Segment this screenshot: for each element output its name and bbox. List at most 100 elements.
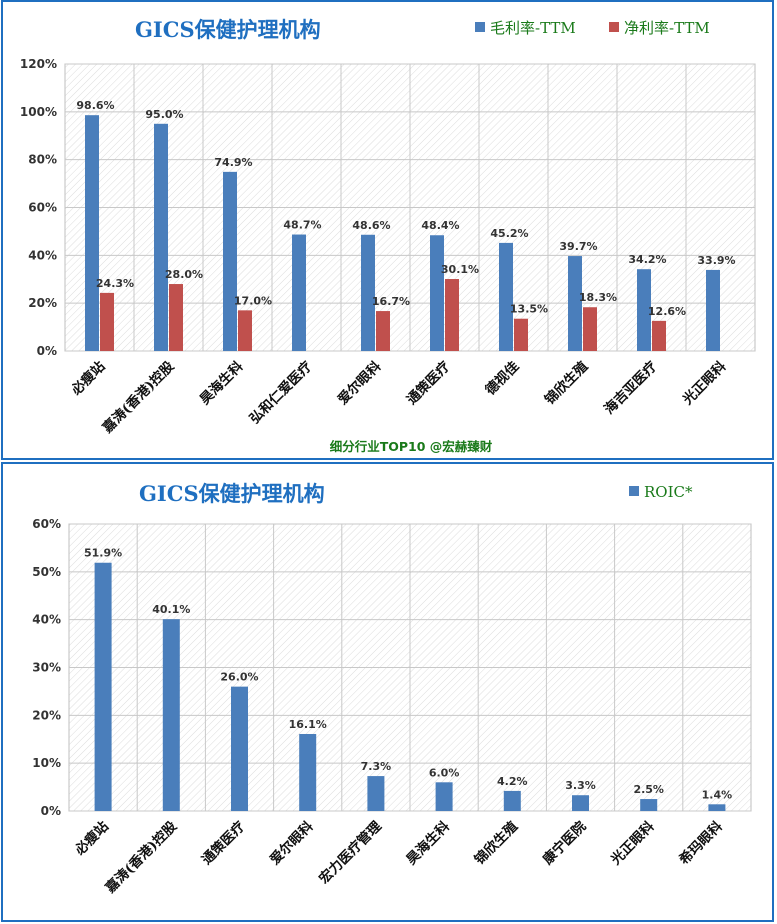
x-tick-label: 昊海生科 <box>403 817 454 868</box>
chart-footer: 细分行业TOP10 @宏赫臻财 <box>330 439 493 454</box>
bar-secondary <box>100 292 114 351</box>
bar-primary <box>162 619 180 811</box>
bar-primary <box>223 171 237 351</box>
x-tick-label: 通策医疗 <box>198 817 249 868</box>
data-label: 74.9% <box>214 156 252 169</box>
bar-primary <box>708 804 726 811</box>
bar-primary <box>154 123 168 352</box>
bar-primary <box>292 234 306 351</box>
chart-title: GICS保健护理机构 <box>139 481 325 506</box>
bar-primary <box>367 776 385 811</box>
legend-label-1: 净利率-TTM <box>624 19 710 37</box>
data-label: 6.0% <box>429 766 460 779</box>
y-tick-label: 20% <box>28 296 57 310</box>
legend-swatch-0 <box>475 22 485 32</box>
data-label: 3.3% <box>565 779 596 792</box>
y-tick-label: 120% <box>20 57 57 71</box>
y-tick-label: 0% <box>41 804 61 818</box>
data-label: 51.9% <box>84 547 122 560</box>
data-label: 40.1% <box>152 603 190 616</box>
bar-primary <box>568 256 582 351</box>
bar-primary <box>499 242 513 351</box>
data-label: 18.3% <box>579 291 617 304</box>
x-tick-label: 锦欣生殖 <box>541 357 592 408</box>
data-label: 26.0% <box>220 671 258 684</box>
bar-primary <box>430 235 444 351</box>
x-tick-label: 希玛眼科 <box>676 817 727 868</box>
x-tick-label: 康宁医院 <box>539 817 590 868</box>
data-label: 48.6% <box>352 219 390 232</box>
data-label: 1.4% <box>702 788 733 801</box>
data-label: 24.3% <box>96 277 134 290</box>
bar-secondary <box>652 320 666 351</box>
data-label: 2.5% <box>633 783 664 796</box>
x-tick-label: 嘉涛(香港)控股 <box>98 357 177 436</box>
bar-primary <box>435 782 453 811</box>
data-label: 98.6% <box>76 99 114 112</box>
chart-panel-margins: GICS保健护理机构 毛利率-TTM 净利率-TTM 0% 20% 40% 60% 80% 10… <box>1 0 774 460</box>
bar-primary <box>85 115 99 351</box>
bar-secondary <box>376 311 390 351</box>
bar-primary <box>299 733 317 811</box>
data-label: 30.1% <box>441 263 479 276</box>
data-label: 17.0% <box>234 294 272 307</box>
chart-title: GICS保健护理机构 <box>135 17 321 42</box>
bar-primary <box>637 269 651 351</box>
x-tick-label: 海吉亚医疗 <box>601 357 661 417</box>
bar-primary <box>640 799 658 811</box>
bar-secondary <box>238 310 252 351</box>
x-tick-label: 光正眼科 <box>607 817 658 868</box>
y-tick-label: 20% <box>32 708 61 722</box>
x-tick-label: 德视佳 <box>482 357 523 398</box>
x-tick-label: 锦欣生殖 <box>471 817 522 868</box>
x-tick-label: 昊海生科 <box>196 357 247 408</box>
bar-secondary <box>445 279 459 351</box>
legend-label-0: ROIC* <box>644 483 693 501</box>
x-tick-label: 嘉涛(香港)控股 <box>101 817 180 896</box>
data-label: 13.5% <box>510 303 548 316</box>
x-tick-label: 光正眼科 <box>678 357 729 408</box>
y-tick-label: 80% <box>28 153 57 167</box>
data-label: 34.2% <box>628 253 666 266</box>
x-tick-label: 必瘦站 <box>67 357 109 399</box>
data-label: 28.0% <box>165 268 203 281</box>
y-tick-label: 10% <box>32 756 61 770</box>
bar-primary <box>706 269 720 351</box>
bar-secondary <box>583 307 597 351</box>
x-tick-label: 必瘦站 <box>71 817 113 859</box>
bar-primary <box>572 795 589 811</box>
data-label: 16.1% <box>289 718 327 731</box>
data-label: 48.7% <box>283 219 321 232</box>
data-label: 33.9% <box>697 254 735 267</box>
data-label: 45.2% <box>490 227 528 240</box>
roic-chart-svg: GICS保健护理机构 ROIC* 0% 10% 20% 30% 40% 50% 60% 51.9%… <box>32 481 752 897</box>
x-tick-label: 爱尔眼科 <box>266 817 317 868</box>
data-label: 16.7% <box>372 295 410 308</box>
bar-primary <box>231 686 248 811</box>
x-tick-label: 通策医疗 <box>403 357 454 408</box>
data-label: 95.0% <box>145 108 183 121</box>
bar-primary <box>94 562 112 811</box>
y-tick-label: 50% <box>32 565 61 579</box>
bar-secondary <box>514 318 528 351</box>
y-tick-label: 30% <box>32 661 61 675</box>
y-tick-label: 40% <box>28 248 57 262</box>
y-tick-label: 60% <box>28 201 57 215</box>
x-tick-label: 弘和仁爱医疗 <box>246 357 316 427</box>
bar-primary <box>361 234 375 351</box>
data-label: 39.7% <box>559 240 597 253</box>
margin-chart-svg: GICS保健护理机构 毛利率-TTM 净利率-TTM 0% 20% 40% 60% 80% 10… <box>20 17 756 454</box>
y-tick-label: 40% <box>32 613 61 627</box>
legend-label-0: 毛利率-TTM <box>490 19 576 37</box>
data-label: 7.3% <box>361 760 392 773</box>
bar-secondary <box>169 284 183 351</box>
data-label: 12.6% <box>648 305 686 318</box>
data-label: 4.2% <box>497 775 528 788</box>
chart-panel-roic: GICS保健护理机构 ROIC* 0% 10% 20% 30% 40% 50% 60% 51.9%… <box>1 462 774 922</box>
legend-swatch-0 <box>629 486 639 496</box>
bar-primary <box>503 790 521 811</box>
x-tick-label: 宏力医疗管理 <box>315 817 385 887</box>
y-tick-label: 100% <box>20 105 57 119</box>
data-label: 48.4% <box>421 219 459 232</box>
x-tick-label: 爱尔眼科 <box>334 357 385 408</box>
